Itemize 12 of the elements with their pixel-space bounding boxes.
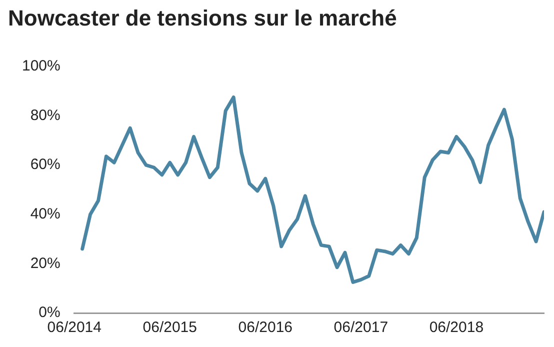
x-tick-label: 06/2017 — [334, 319, 388, 336]
x-tick-label: 06/2015 — [142, 319, 197, 336]
y-tick-label: 80% — [30, 106, 60, 124]
y-tick-label: 40% — [30, 206, 60, 222]
y-tick-label: 0% — [38, 304, 60, 322]
y-tick-label: 60% — [30, 156, 60, 174]
x-tick-label: 06/2014 — [47, 319, 102, 336]
chart-title: Nowcaster de tensions sur le marché — [8, 5, 397, 30]
x-tick-label: 06/2018 — [429, 319, 484, 336]
y-tick-label: 100% — [22, 58, 60, 75]
y-tick-label: 20% — [30, 254, 60, 272]
x-tick-label: 06/2016 — [238, 319, 293, 336]
